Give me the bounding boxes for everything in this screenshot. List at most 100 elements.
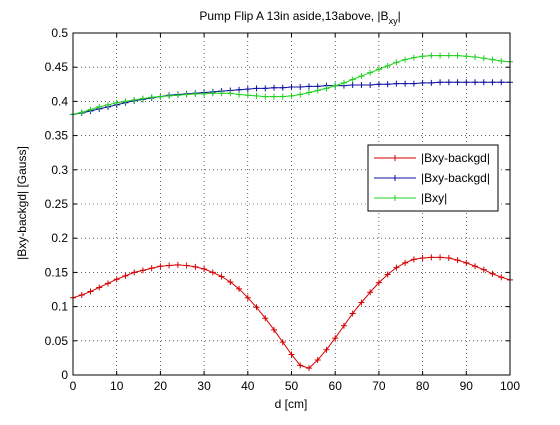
data-point-marker	[375, 66, 382, 73]
series-3	[70, 52, 513, 118]
data-point-marker	[463, 259, 470, 266]
data-point-marker	[192, 263, 199, 270]
data-point-marker	[253, 85, 260, 92]
data-point-marker	[253, 92, 260, 99]
chart-title: Pump Flip A 13in aside,13above, |Bxy|	[199, 9, 400, 26]
data-point-marker	[148, 265, 155, 272]
data-point-marker	[375, 81, 382, 88]
data-point-marker	[340, 79, 347, 86]
data-point-marker	[402, 56, 409, 63]
data-point-marker	[78, 291, 85, 298]
data-point-marker	[201, 265, 208, 272]
data-point-marker	[384, 62, 391, 69]
x-axis-label: d [cm]	[275, 397, 308, 411]
data-point-marker	[139, 267, 146, 274]
data-point-marker	[288, 92, 295, 99]
data-point-marker	[139, 95, 146, 102]
data-point-marker	[157, 263, 164, 270]
data-point-marker	[218, 90, 225, 97]
data-point-marker	[463, 79, 470, 86]
data-point-marker	[332, 82, 339, 89]
y-axis-label: |Bxy-backgd| [Gauss]	[15, 146, 29, 260]
x-tick-label: 50	[285, 379, 299, 393]
y-tick-label: 0	[61, 368, 68, 382]
data-point-marker	[384, 271, 391, 278]
data-point-marker	[445, 255, 452, 262]
data-point-marker	[498, 79, 505, 86]
data-point-marker	[454, 79, 461, 86]
data-point-marker	[104, 280, 111, 287]
data-point-marker	[279, 84, 286, 91]
data-point-marker	[96, 103, 103, 110]
data-point-marker	[349, 76, 356, 83]
data-point-marker	[148, 94, 155, 101]
data-point-marker	[253, 304, 260, 311]
legend-marker	[392, 195, 398, 201]
data-point-marker	[166, 262, 173, 269]
data-point-marker	[244, 86, 251, 93]
x-tick-label: 0	[70, 379, 77, 393]
data-point-marker	[489, 56, 496, 63]
legend-marker	[392, 155, 398, 161]
data-point-marker	[236, 285, 243, 292]
data-point-marker	[157, 93, 164, 100]
data-point-marker	[367, 289, 374, 296]
data-point-marker	[288, 351, 295, 358]
data-point-marker	[323, 346, 330, 353]
data-point-marker	[192, 90, 199, 97]
data-point-marker	[419, 79, 426, 86]
data-point-marker	[419, 53, 426, 60]
data-point-marker	[349, 81, 356, 88]
legend-entry: |Bxy-backgd|	[374, 171, 490, 185]
data-point-marker	[87, 106, 94, 113]
data-point-marker	[358, 81, 365, 88]
chart-title-main: Pump Flip A 13in aside,13above, |B	[199, 9, 388, 23]
data-point-marker	[236, 91, 243, 98]
data-point-marker	[332, 335, 339, 342]
legend-entry: |Bxy|	[374, 191, 447, 205]
data-point-marker	[183, 91, 190, 98]
data-point-marker	[271, 326, 278, 333]
data-point-marker	[244, 92, 251, 99]
y-tick-label: 0.5	[51, 26, 68, 40]
data-point-marker	[410, 256, 417, 263]
legend-label: |Bxy|	[421, 191, 447, 205]
data-point-marker	[131, 269, 138, 276]
x-tick-label: 70	[372, 379, 386, 393]
data-point-marker	[393, 80, 400, 87]
data-point-marker	[262, 85, 269, 92]
data-point-marker	[279, 93, 286, 100]
data-point-marker	[410, 54, 417, 61]
data-point-marker	[472, 53, 479, 60]
data-point-marker	[297, 84, 304, 91]
y-tick-label: 0.45	[45, 60, 69, 74]
data-point-marker	[358, 73, 365, 80]
data-point-marker	[445, 79, 452, 86]
y-tick-label: 0.4	[51, 94, 68, 108]
data-point-marker	[279, 339, 286, 346]
y-tick-label: 0.35	[45, 129, 69, 143]
legend-items: |Bxy-backgd| |Bxy-backgd| |Bxy|	[374, 151, 490, 205]
data-point-marker	[314, 87, 321, 94]
data-point-marker	[463, 53, 470, 60]
data-point-marker	[166, 92, 173, 99]
data-point-marker	[428, 254, 435, 261]
data-point-marker	[131, 97, 138, 104]
data-point-marker	[87, 288, 94, 295]
data-point-marker	[454, 257, 461, 264]
x-tick-label: 10	[110, 379, 124, 393]
x-tick-label: 20	[154, 379, 168, 393]
data-point-marker	[437, 52, 444, 59]
data-point-marker	[349, 310, 356, 317]
data-point-marker	[428, 52, 435, 59]
data-point-marker	[472, 263, 479, 270]
y-tick-label: 0.25	[45, 197, 69, 211]
data-point-marker	[384, 81, 391, 88]
data-point-marker	[480, 266, 487, 273]
data-point-marker	[218, 273, 225, 280]
x-tick-label: 60	[329, 379, 343, 393]
data-point-marker	[480, 79, 487, 86]
data-point-marker	[297, 91, 304, 98]
